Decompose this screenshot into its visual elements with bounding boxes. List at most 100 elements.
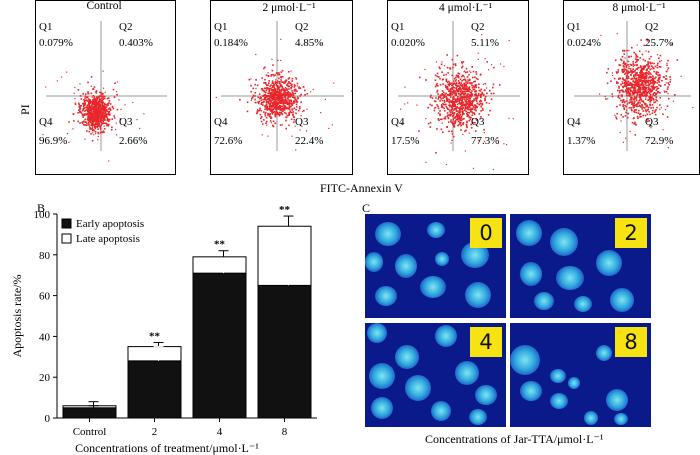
- bar-early-1: [127, 360, 182, 419]
- concentration-badge: 4: [470, 327, 502, 357]
- nucleus: [435, 325, 457, 347]
- nucleus: [520, 381, 542, 401]
- nucleus: [520, 262, 542, 286]
- panel-c-label: C: [362, 201, 371, 215]
- y-tick-label: 100: [34, 209, 51, 221]
- flow-plot-0: Control Q1 0.079% Q2 0.403% Q4 96.9% Q3 2.66%: [35, 0, 176, 175]
- q1: 0.020%: [391, 37, 425, 49]
- q3-label: Q3: [119, 116, 133, 128]
- nucleus: [367, 323, 387, 343]
- bar-late-3: [257, 225, 312, 286]
- nucleus: [534, 292, 554, 310]
- panel-a-y-axis-label: PI: [18, 104, 32, 115]
- title: 2 μmol·L⁻¹: [262, 2, 316, 14]
- y-tick-label: 60: [39, 291, 51, 303]
- panel-c-x-axis-label: Concentrations of Jar-TTA/μmol·L⁻¹: [425, 432, 604, 446]
- q3: 2.66%: [119, 135, 148, 147]
- apoptosis-bar-chart: 0 20 40 60 80 100 Apoptosis rate/% Concentratio…: [10, 204, 317, 455]
- x-axis-label: Concentrations of treatment/μmol·L⁻¹: [75, 441, 259, 455]
- q3-label: Q3: [295, 116, 309, 128]
- q1-label: Q1: [214, 21, 228, 33]
- nucleus: [435, 252, 449, 266]
- bar-early-2: [192, 272, 247, 419]
- cell-events: [215, 38, 353, 151]
- legend-label-early: Early apoptosis: [76, 218, 144, 230]
- nucleus: [596, 345, 612, 361]
- significance-mark-3: **: [279, 204, 291, 216]
- q3: 22.4%: [295, 135, 324, 147]
- x-tick-label: Control: [73, 426, 107, 438]
- bar-late-1: [127, 346, 182, 362]
- nucleus: [420, 276, 446, 298]
- nucleus: [455, 361, 479, 385]
- nucleus: [596, 250, 622, 276]
- q4: 96.9%: [39, 135, 68, 147]
- nucleus: [405, 375, 431, 401]
- nucleus: [614, 413, 628, 425]
- q1: 0.024%: [567, 37, 601, 49]
- nucleus: [584, 411, 598, 425]
- concentration-badge: 8: [615, 327, 647, 357]
- legend-swatch-early: [61, 218, 72, 229]
- nucleus: [431, 401, 451, 421]
- nucleus: [395, 254, 417, 278]
- q4: 17.5%: [391, 135, 420, 147]
- y-axis-label: Apoptosis rate/%: [10, 275, 24, 358]
- q1-label: Q1: [391, 21, 405, 33]
- flow-plot-2: 4 μmol·L⁻¹ Q1 0.020% Q2 5.11% Q4 17.5% Q3 77.3%: [387, 0, 529, 175]
- legend-label-late: Late apoptosis: [76, 233, 140, 245]
- flow-scatter-3: [574, 21, 694, 151]
- x-tick-label: 2: [152, 426, 158, 438]
- flow-plot-3: 8 μmol·L⁻¹ Q1 0.024% Q2 25.7% Q4 1.37% Q3 72.9%: [563, 0, 700, 175]
- nucleus: [375, 222, 401, 246]
- q3-label: Q3: [645, 116, 659, 128]
- nucleus: [568, 377, 580, 389]
- nucleus: [465, 282, 491, 308]
- nucleus: [469, 409, 487, 425]
- title: 4 μmol·L⁻¹: [439, 2, 493, 14]
- nucleus: [375, 286, 397, 306]
- q4-label: Q4: [391, 116, 405, 128]
- nucleus: [516, 220, 542, 246]
- nucleus: [510, 345, 540, 375]
- panel-a-x-axis-label: FITC-Annexin V: [320, 181, 403, 195]
- q1: 0.184%: [214, 37, 248, 49]
- q2-label: Q2: [119, 21, 133, 33]
- y-tick-label: 20: [39, 372, 51, 384]
- nucleus: [371, 397, 393, 419]
- cell-events: [42, 70, 145, 162]
- q1-label: Q1: [39, 21, 53, 33]
- q4-label: Q4: [39, 116, 53, 128]
- q2: 25.7%: [645, 37, 674, 49]
- cell-events: [599, 33, 694, 149]
- x-tick-label: 4: [217, 426, 223, 438]
- concentration-badge: 2: [615, 218, 647, 248]
- q1: 0.079%: [39, 37, 73, 49]
- q2: 0.403%: [119, 37, 153, 49]
- q3: 72.9%: [645, 135, 674, 147]
- q4: 1.37%: [567, 135, 596, 147]
- nucleus: [574, 296, 592, 312]
- y-tick-label: 40: [39, 331, 51, 343]
- nucleus: [556, 266, 584, 290]
- title: Control: [86, 0, 122, 12]
- title: 8 μmol·L⁻¹: [612, 2, 666, 14]
- nucleus: [365, 252, 383, 272]
- bar-late-2: [192, 256, 247, 274]
- q4-label: Q4: [214, 116, 228, 128]
- q2-label: Q2: [295, 21, 309, 33]
- nucleus: [550, 393, 568, 409]
- nucleus: [369, 363, 395, 389]
- nucleus: [395, 345, 419, 369]
- flow-plot-1: 2 μmol·L⁻¹ Q1 0.184% Q2 4.85% Q4 72.6% Q3 22.4%: [210, 0, 353, 175]
- nucleus: [427, 222, 445, 238]
- cell-events: [400, 34, 514, 171]
- q3: 77.3%: [471, 135, 500, 147]
- nucleus: [610, 288, 634, 312]
- nucleus: [606, 389, 628, 411]
- q4-label: Q4: [567, 116, 581, 128]
- microscopy-image-3: 8: [510, 323, 651, 427]
- bar-early-0: [62, 407, 117, 419]
- flow-scatter-2: [398, 21, 520, 171]
- microscopy-image-2: 4: [365, 323, 506, 427]
